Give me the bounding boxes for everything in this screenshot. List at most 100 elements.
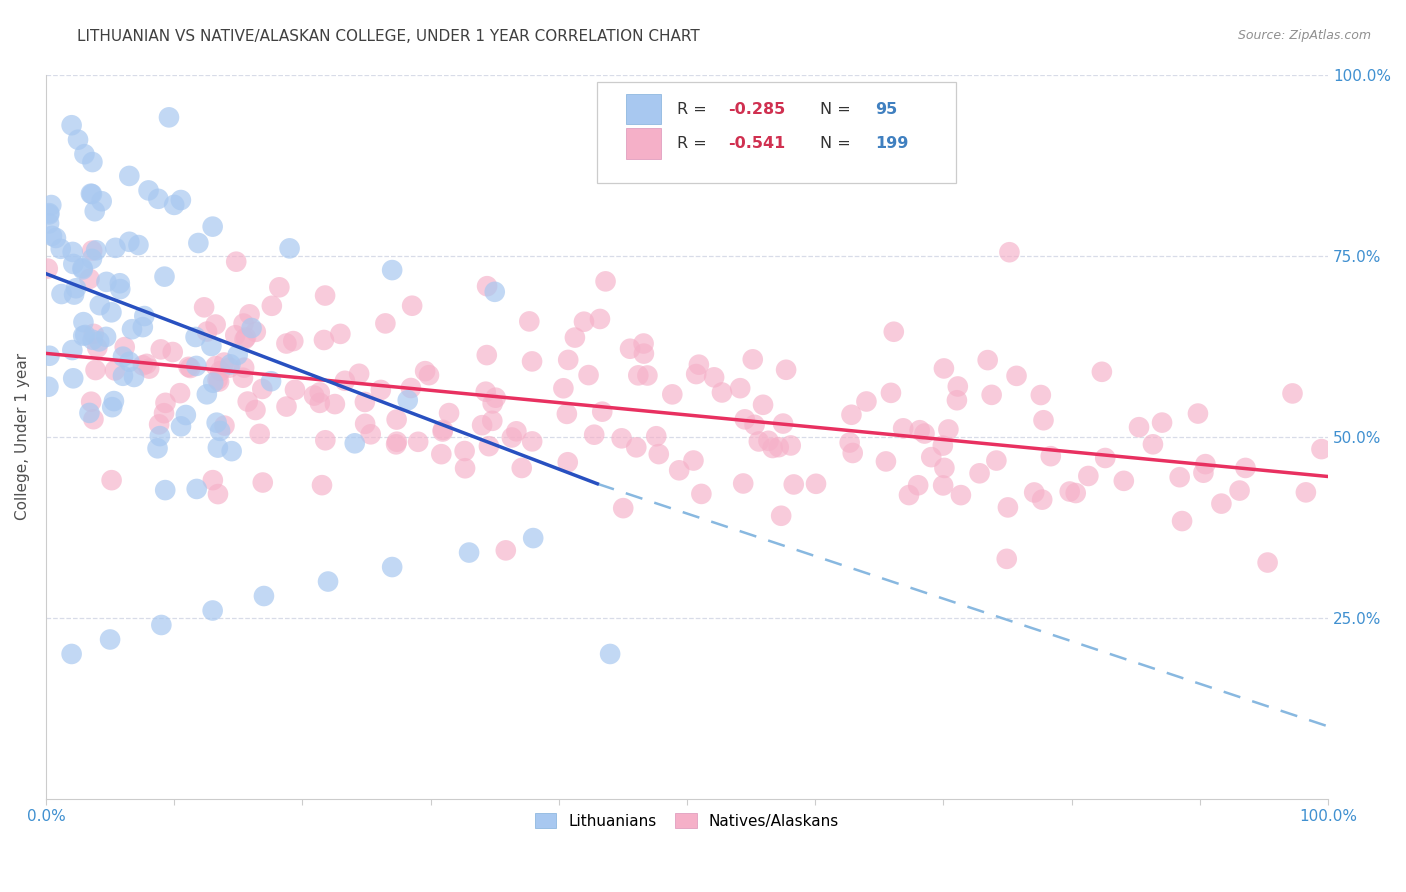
Point	[1295, 485, 1317, 500]
Point	[432, 423, 454, 437]
Point	[193, 301, 215, 315]
Point	[302, 388, 325, 402]
Point	[333, 374, 356, 388]
Point	[308, 385, 330, 400]
Point	[432, 425, 454, 439]
Point	[233, 360, 256, 375]
Point	[908, 423, 931, 437]
Point	[207, 487, 229, 501]
Point	[557, 455, 579, 469]
Point	[82, 155, 104, 169]
Point	[1171, 514, 1194, 528]
Point	[60, 647, 83, 661]
Point	[690, 487, 713, 501]
Point	[204, 318, 226, 332]
Point	[578, 368, 600, 383]
Point	[200, 339, 222, 353]
Point	[96, 275, 118, 289]
Point	[1310, 442, 1333, 456]
Point	[471, 418, 494, 433]
Point	[260, 299, 283, 313]
Point	[1281, 386, 1303, 401]
Point	[1094, 450, 1116, 465]
Point	[728, 381, 751, 395]
Point	[898, 488, 921, 502]
Point	[986, 453, 1008, 467]
Point	[73, 147, 96, 161]
Point	[179, 361, 201, 376]
Point	[517, 314, 540, 328]
Point	[564, 330, 586, 344]
Point	[932, 478, 955, 492]
Point	[316, 574, 339, 589]
Point	[174, 408, 197, 422]
Point	[1150, 416, 1173, 430]
Point	[148, 192, 170, 206]
Point	[1059, 484, 1081, 499]
Point	[63, 287, 86, 301]
Point	[610, 431, 633, 445]
Point	[150, 618, 173, 632]
Text: N =: N =	[820, 136, 856, 151]
Point	[169, 386, 191, 401]
Point	[214, 418, 236, 433]
Point	[146, 442, 169, 456]
Point	[572, 315, 595, 329]
Point	[155, 396, 177, 410]
Point	[86, 341, 108, 355]
Point	[72, 315, 94, 329]
Point	[118, 169, 141, 183]
Point	[768, 440, 790, 454]
Point	[65, 281, 87, 295]
Point	[79, 272, 101, 286]
Point	[841, 446, 863, 460]
Point	[612, 501, 634, 516]
Point	[186, 482, 208, 496]
Point	[741, 352, 763, 367]
Point	[907, 478, 929, 492]
Point	[38, 207, 60, 221]
Point	[354, 417, 377, 431]
Point	[225, 254, 247, 268]
Text: 95: 95	[876, 102, 898, 117]
Point	[1257, 556, 1279, 570]
Point	[236, 394, 259, 409]
Point	[619, 342, 641, 356]
Point	[555, 407, 578, 421]
Point	[134, 309, 156, 323]
Point	[648, 447, 671, 461]
Point	[195, 325, 218, 339]
Point	[1187, 407, 1209, 421]
Point	[370, 383, 392, 397]
Point	[633, 336, 655, 351]
Point	[772, 417, 794, 431]
Point	[758, 434, 780, 448]
Point	[49, 242, 72, 256]
Point	[1064, 486, 1087, 500]
Point	[284, 383, 307, 397]
Point	[645, 429, 668, 443]
Point	[90, 194, 112, 209]
Point	[80, 252, 103, 266]
Point	[38, 349, 60, 363]
Point	[980, 388, 1002, 402]
Point	[914, 426, 936, 441]
Point	[83, 204, 105, 219]
Point	[80, 394, 103, 409]
Point	[703, 370, 725, 384]
Point	[354, 395, 377, 409]
Point	[1031, 492, 1053, 507]
Point	[245, 325, 267, 339]
Point	[385, 412, 408, 426]
Point	[66, 133, 89, 147]
Point	[89, 298, 111, 312]
Point	[60, 343, 83, 357]
Point	[733, 476, 755, 491]
Point	[149, 343, 172, 357]
Point	[748, 434, 770, 449]
Point	[170, 419, 193, 434]
Point	[520, 434, 543, 449]
Point	[235, 330, 257, 344]
Point	[1229, 483, 1251, 498]
Point	[314, 288, 336, 302]
